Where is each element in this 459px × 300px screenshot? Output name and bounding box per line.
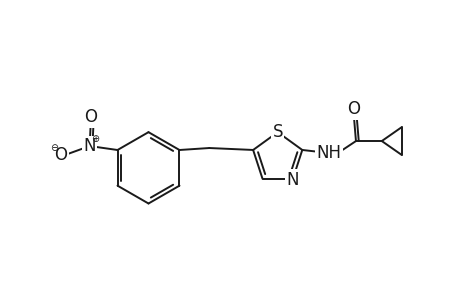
Text: S: S [272, 123, 282, 141]
Text: N: N [286, 171, 298, 189]
Text: O: O [347, 100, 360, 118]
Text: ⊕: ⊕ [91, 134, 100, 144]
Text: N: N [83, 137, 96, 155]
Text: NH: NH [316, 144, 341, 162]
Text: ⊖: ⊖ [50, 143, 58, 153]
Text: O: O [54, 146, 67, 164]
Text: O: O [84, 108, 97, 126]
